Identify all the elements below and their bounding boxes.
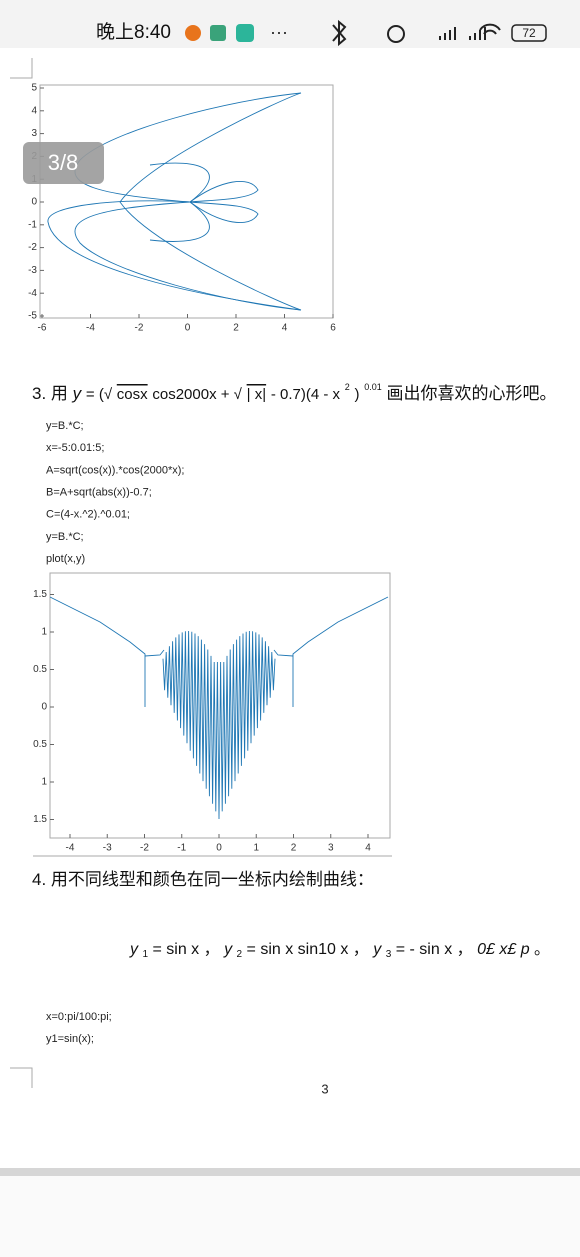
- page-corner: [10, 58, 33, 79]
- formula-part: ): [355, 386, 360, 403]
- code-line: y=B.*C;: [46, 531, 84, 543]
- code-line: plot(x,y): [46, 553, 85, 565]
- problem-text: 画出你喜欢的心形吧。: [387, 384, 557, 403]
- formula-part: | x|: [247, 386, 266, 403]
- problem-text: 用: [51, 384, 68, 403]
- formula-part: 0£ x£ p: [477, 941, 530, 958]
- app-icon: [185, 25, 201, 41]
- next-page: [0, 1176, 580, 1257]
- formula-part: 2: [345, 382, 350, 392]
- y-tick-label: 4: [31, 105, 37, 116]
- formula-part: y: [72, 384, 83, 403]
- formula-part: - 0.7)(4 - x: [271, 386, 341, 403]
- formula-part: 2: [237, 949, 243, 960]
- x-tick-label: 2: [291, 843, 297, 854]
- figure-2: 1.5 1 0.5 0 0.5 1 1.5 -4 -3 -2 -1 0 1 2 3 4: [33, 589, 371, 854]
- formula-part: 0.01: [364, 382, 382, 392]
- problem-number: 3.: [32, 384, 46, 403]
- code-line: x=0:pi/100:pi;: [46, 1011, 112, 1023]
- x-tick-label: 1: [253, 843, 259, 854]
- formula-part: 。: [534, 941, 550, 958]
- code-block: x=0:pi/100:pi; y1=sin(x);: [46, 1011, 112, 1045]
- y-tick-label: 0: [31, 197, 37, 208]
- x-tick-label: 6: [330, 323, 336, 334]
- formula-part: = - sin x ，: [396, 941, 473, 958]
- code-line: y=B.*C;: [46, 420, 84, 432]
- formula-part: cosx: [117, 386, 148, 403]
- problem-number: 4.: [32, 870, 46, 889]
- page-corner: [10, 1067, 33, 1088]
- figure-2-curve: [49, 596, 389, 820]
- code-block: y=B.*C; x=-5:0.01:5; A=sqrt(cos(x)).*cos(2…: [46, 420, 184, 565]
- y-tick-label: 0: [41, 702, 47, 713]
- x-tick-label: 4: [282, 323, 288, 334]
- y-tick-label: 1.5: [33, 589, 47, 600]
- code-line: A=sqrt(cos(x)).*cos(2000*x);: [46, 464, 184, 476]
- status-time: 晚上8:40: [96, 21, 171, 43]
- app-icon: [236, 24, 254, 42]
- y-tick-label: 1: [41, 777, 47, 788]
- code-line: y1=sin(x);: [46, 1033, 94, 1045]
- x-tick-label: 3: [328, 843, 334, 854]
- formula-part: = sin x ，: [152, 941, 219, 958]
- x-tick-label: 4: [365, 843, 371, 854]
- formula-part: y: [223, 941, 233, 958]
- x-tick-label: 0: [216, 843, 222, 854]
- battery-level: 72: [522, 26, 536, 40]
- y-tick-label: -3: [28, 265, 37, 276]
- problem-3: 3. 用 y = (√ cosx cos2000x + √ | x| - 0.7…: [32, 377, 557, 403]
- x-tick-label: 0: [185, 323, 191, 334]
- x-tick-label: 2: [233, 323, 239, 334]
- code-line: x=-5:0.01:5;: [46, 442, 104, 454]
- status-icons: [332, 19, 501, 47]
- status-bar: [0, 0, 580, 48]
- y-tick-label: 1.5: [33, 814, 47, 825]
- page-number: 3: [321, 1081, 328, 1096]
- code-line: B=A+sqrt(abs(x))-0.7;: [46, 487, 152, 499]
- y-tick-label: -2: [28, 242, 37, 253]
- formula-4: y 1 = sin x ， y 2 = sin x sin10 x ， y 3 …: [129, 941, 550, 962]
- formula-part: cos2000x + √: [152, 386, 242, 403]
- formula-part: 1: [142, 949, 148, 960]
- y-tick-label: -5: [28, 311, 37, 322]
- y-tick-label: 1: [41, 627, 47, 638]
- y-tick-label: 3: [31, 128, 37, 139]
- formula-part: y: [129, 941, 139, 958]
- y-tick-label: -4: [28, 288, 37, 299]
- formula-part: y: [372, 941, 382, 958]
- y-tick-label: 0.5: [33, 739, 47, 750]
- problem-text: 用不同线型和颜色在同一坐标内绘制曲线：: [51, 870, 374, 889]
- page-indicator[interactable]: [23, 142, 104, 184]
- y-tick-label: 5: [31, 83, 37, 94]
- code-line: C=(4-x.^2).^0.01;: [46, 509, 130, 521]
- x-tick-label: -2: [135, 323, 144, 334]
- formula-part: = sin x sin10 x ，: [247, 941, 369, 958]
- x-tick-label: -2: [140, 843, 149, 854]
- battery: [511, 24, 547, 42]
- app-icon: [210, 25, 226, 41]
- problem-4: 4. 用不同线型和颜色在同一坐标内绘制曲线：: [32, 870, 374, 889]
- status-more: ···: [270, 22, 288, 42]
- y-tick-label: 0.5: [33, 664, 47, 675]
- formula-part: = (√: [86, 386, 113, 403]
- x-tick-label: -4: [86, 323, 95, 334]
- x-tick-label: -6: [38, 323, 47, 334]
- y-tick-label: -1: [28, 219, 37, 230]
- formula-part: 3: [386, 949, 392, 960]
- x-tick-label: -1: [177, 843, 186, 854]
- x-tick-label: -3: [103, 843, 112, 854]
- page-separator: [0, 1168, 580, 1176]
- page-indicator-text: 3/8: [48, 150, 79, 175]
- x-tick-label: -4: [66, 843, 75, 854]
